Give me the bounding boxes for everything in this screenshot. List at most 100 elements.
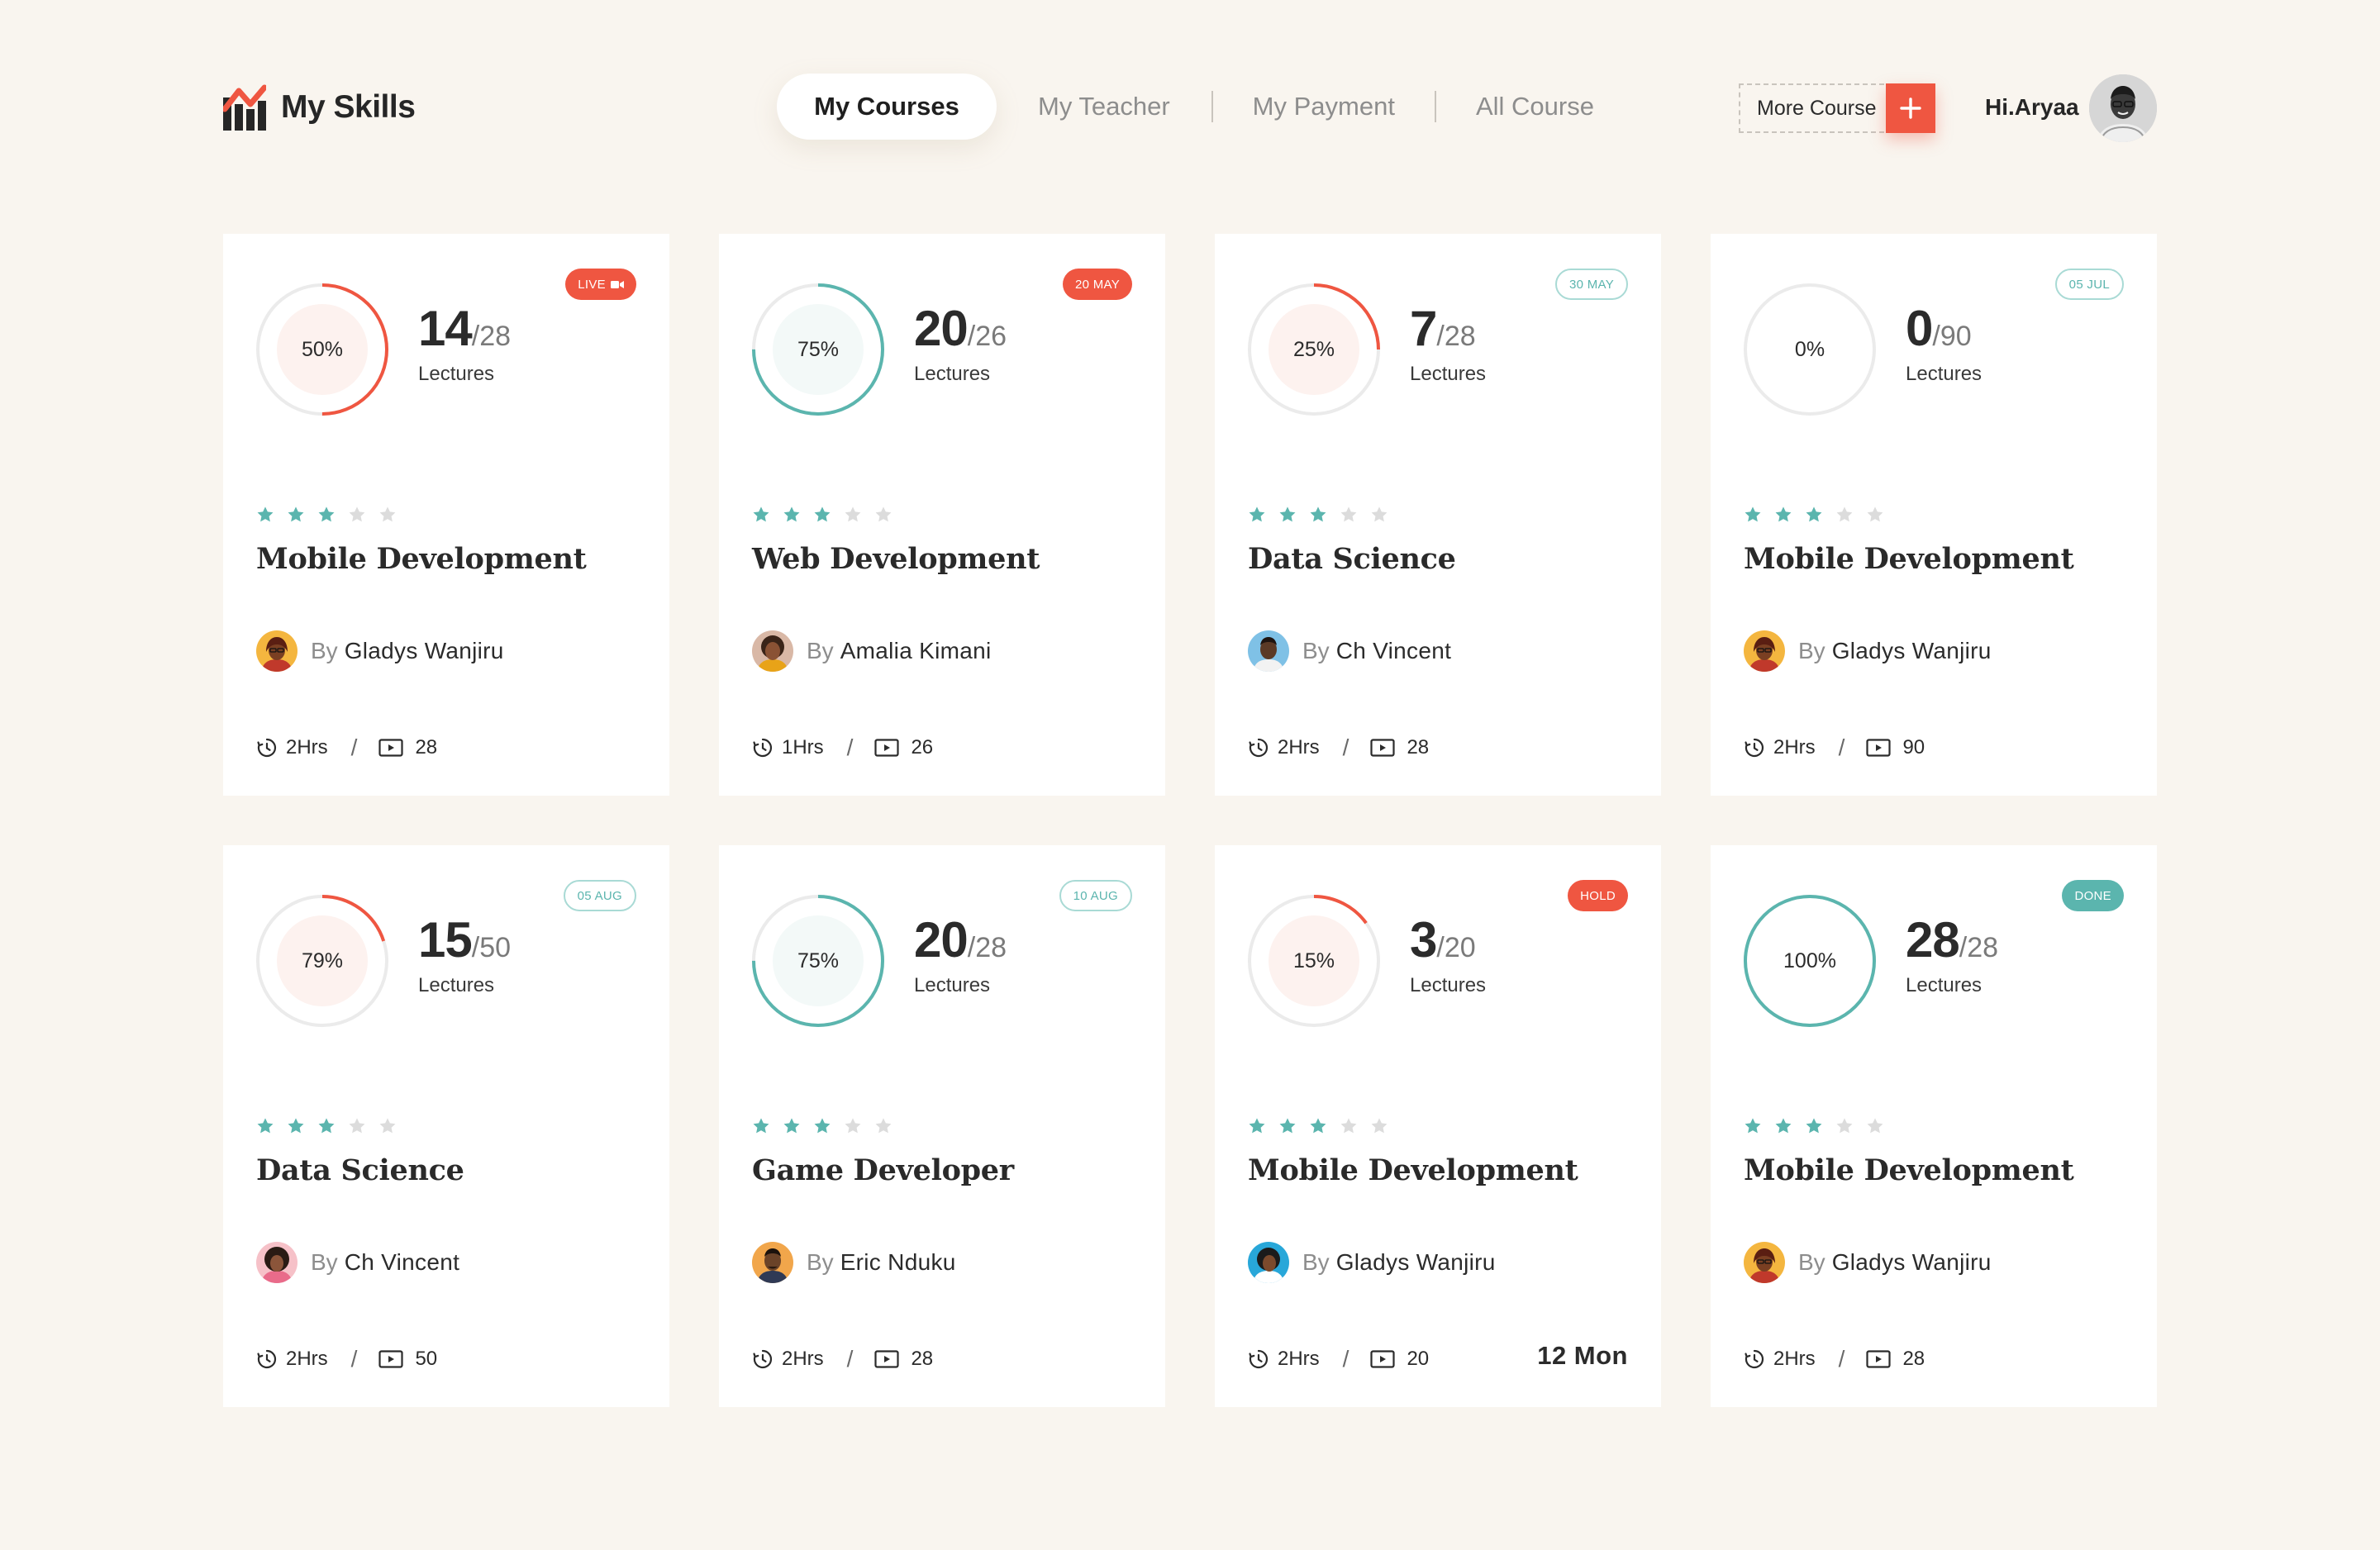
status-badge: 20 MAY	[1062, 269, 1132, 300]
author[interactable]: By Amalia Kimani	[752, 630, 992, 672]
progress-ring: 75%	[752, 283, 884, 416]
course-card[interactable]: 15% 3/20 Lectures HOLD Mobile Developmen…	[1215, 845, 1661, 1407]
video-count: 90	[1902, 736, 1925, 758]
course-meta: 1Hrs / 26	[752, 735, 933, 760]
author-avatar-6	[1248, 1242, 1289, 1283]
status-badge: 10 AUG	[1059, 880, 1132, 911]
lectures-done: 20	[914, 301, 969, 356]
user-avatar-icon[interactable]	[2089, 74, 2157, 142]
clock-icon	[256, 737, 278, 758]
star-icon	[1744, 1117, 1762, 1135]
star-icon	[378, 506, 397, 524]
star-rating	[256, 1117, 397, 1135]
author[interactable]: By Eric Nduku	[752, 1242, 956, 1283]
course-title: Mobile Development	[1744, 1153, 2074, 1187]
course-card[interactable]: 79% 15/50 Lectures 05 AUG Data Science B…	[223, 845, 669, 1407]
nav-tab-my-teacher[interactable]: My Teacher	[1038, 92, 1170, 121]
status-badge-text: 30 MAY	[1568, 277, 1614, 292]
meta-divider: /	[1838, 1346, 1845, 1372]
author-by-label: By	[1798, 638, 1825, 663]
brand-title: My Skills	[281, 89, 416, 125]
bar-chart-logo-icon	[223, 84, 266, 131]
progress-percent: 50%	[301, 337, 344, 361]
author-avatar-2	[752, 630, 793, 672]
meta-divider: /	[350, 735, 358, 760]
course-duration: 2Hrs	[1278, 736, 1320, 758]
star-rating	[1248, 506, 1388, 524]
user-greeting: Hi.Aryaa	[1985, 94, 2079, 120]
author[interactable]: By Gladys Wanjiru	[1248, 1242, 1496, 1283]
course-title: Mobile Development	[1248, 1153, 1578, 1187]
video-camera-icon	[611, 280, 624, 289]
video-icon	[378, 739, 404, 757]
video-icon	[1866, 1350, 1892, 1368]
lectures-total: /90	[1932, 321, 1972, 352]
progress-ring: 0%	[1744, 283, 1876, 416]
author[interactable]: By Gladys Wanjiru	[1744, 1242, 1992, 1283]
author[interactable]: By Gladys Wanjiru	[256, 630, 504, 672]
author-name: Gladys Wanjiru	[344, 638, 504, 663]
video-count: 28	[1902, 1348, 1925, 1370]
course-duration: 2Hrs	[1278, 1348, 1320, 1370]
plus-icon[interactable]	[1886, 83, 1935, 133]
nav-tab-all-course[interactable]: All Course	[1475, 92, 1594, 121]
star-icon	[287, 506, 305, 524]
status-badge: HOLD	[1568, 880, 1628, 911]
brand[interactable]: My Skills	[223, 83, 416, 132]
lectures-label: Lectures	[914, 974, 991, 996]
status-badge: 05 JUL	[2054, 269, 2124, 300]
progress-percent: 15%	[1292, 949, 1335, 972]
progress-ring: 75%	[752, 895, 884, 1027]
more-course-button[interactable]: More Course	[1739, 83, 1935, 133]
star-icon	[1278, 506, 1297, 524]
course-meta: 2Hrs / 28	[752, 1346, 933, 1372]
star-icon	[1744, 506, 1762, 524]
star-icon	[1835, 506, 1854, 524]
progress-ring: 79%	[256, 895, 388, 1027]
status-badge: LIVE	[565, 269, 636, 300]
star-icon	[783, 1117, 801, 1135]
lecture-count: 7/28	[1410, 300, 1476, 357]
author[interactable]: By Ch Vincent	[1248, 630, 1451, 672]
nav-tab-my-courses[interactable]: My Courses	[777, 74, 997, 140]
star-rating	[752, 506, 892, 524]
video-count: 28	[415, 736, 438, 758]
course-card[interactable]: 50% 14/28 Lectures LIVE Mobile Developme…	[223, 234, 669, 796]
progress-percent: 100%	[1783, 949, 1836, 972]
lecture-count: 0/90	[1906, 300, 1972, 357]
star-icon	[287, 1117, 305, 1135]
course-duration: 2Hrs	[286, 1348, 328, 1370]
course-grid: 50% 14/28 Lectures LIVE Mobile Developme…	[223, 234, 2157, 1407]
star-icon	[1340, 1117, 1358, 1135]
course-meta: 2Hrs / 50	[256, 1346, 437, 1372]
star-rating	[256, 506, 397, 524]
lectures-done: 7	[1410, 301, 1437, 356]
status-badge-text: 05 JUL	[2068, 277, 2110, 292]
course-title: Data Science	[1248, 542, 1456, 576]
course-title: Mobile Development	[1744, 542, 2074, 576]
lectures-label: Lectures	[1410, 363, 1487, 385]
star-icon	[1805, 506, 1823, 524]
lectures-done: 20	[914, 912, 969, 968]
course-title: Game Developer	[752, 1153, 1014, 1187]
star-rating	[1744, 1117, 1884, 1135]
course-card[interactable]: 75% 20/28 Lectures 10 AUG Game Developer…	[719, 845, 1165, 1407]
author-avatar-1	[256, 630, 298, 672]
course-duration: 2Hrs	[286, 736, 328, 758]
course-card[interactable]: 100% 28/28 Lectures DONE Mobile Developm…	[1711, 845, 2157, 1407]
course-card[interactable]: 75% 20/26 Lectures 20 MAY Web Developmen…	[719, 234, 1165, 796]
author[interactable]: By Ch Vincent	[256, 1242, 459, 1283]
clock-icon	[1248, 737, 1269, 758]
meta-divider: /	[350, 1346, 358, 1372]
extra-time: 12 Mon	[1537, 1341, 1628, 1370]
course-card[interactable]: 0% 0/90 Lectures 05 JUL Mobile Developme…	[1711, 234, 2157, 796]
lecture-count: 3/20	[1410, 911, 1476, 968]
course-meta: 2Hrs / 90	[1744, 735, 1925, 760]
status-badge: 05 AUG	[563, 880, 636, 911]
course-card[interactable]: 25% 7/28 Lectures 30 MAY Data Science By…	[1215, 234, 1661, 796]
nav-tab-my-payment[interactable]: My Payment	[1252, 92, 1395, 121]
author[interactable]: By Gladys Wanjiru	[1744, 630, 1992, 672]
lectures-done: 0	[1906, 301, 1933, 356]
lectures-done: 28	[1906, 912, 1960, 968]
star-icon	[1835, 1117, 1854, 1135]
